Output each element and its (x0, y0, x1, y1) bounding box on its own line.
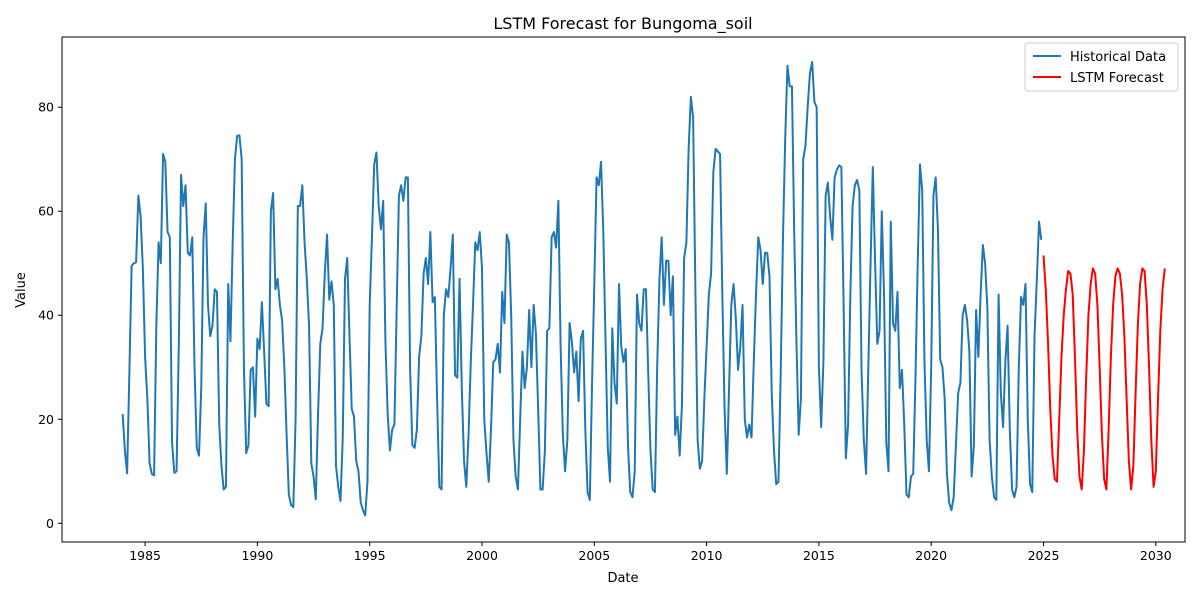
x-tick-label: 2015 (803, 548, 835, 563)
x-tick-label: 2000 (466, 548, 498, 563)
legend: Historical Data LSTM Forecast (1024, 42, 1179, 92)
legend-label-forecast: LSTM Forecast (1070, 71, 1164, 86)
historical-data-line (121, 60, 1043, 517)
x-tick-label: 2020 (915, 548, 947, 563)
x-tick-label: 2025 (1028, 548, 1060, 563)
plot-frame (61, 36, 1186, 543)
series-layer (121, 60, 1166, 517)
lstm-forecast-line (1042, 255, 1166, 491)
x-axis-ticks: 1985 1990 1995 2000 2005 2010 2015 2020 2025 2030 (129, 542, 1172, 563)
chart-title: LSTM Forecast for Bungoma_soil (493, 14, 752, 34)
y-tick-label: 40 (38, 308, 54, 323)
x-tick-label: 1995 (354, 548, 386, 563)
legend-box (1024, 42, 1179, 92)
x-axis-label: Date (607, 571, 638, 586)
x-tick-label: 1985 (129, 548, 161, 563)
y-tick-label: 20 (38, 412, 54, 427)
x-tick-label: 2005 (578, 548, 610, 563)
x-tick-label: 1990 (241, 548, 273, 563)
y-tick-label: 80 (38, 100, 54, 115)
y-tick-label: 0 (46, 516, 54, 531)
legend-label-historical: Historical Data (1070, 50, 1166, 65)
y-axis-label: Value (14, 272, 29, 308)
y-tick-label: 60 (38, 204, 54, 219)
x-tick-label: 2010 (691, 548, 723, 563)
x-tick-label: 2030 (1140, 548, 1172, 563)
y-axis-ticks: 0 20 40 60 80 (38, 100, 62, 531)
